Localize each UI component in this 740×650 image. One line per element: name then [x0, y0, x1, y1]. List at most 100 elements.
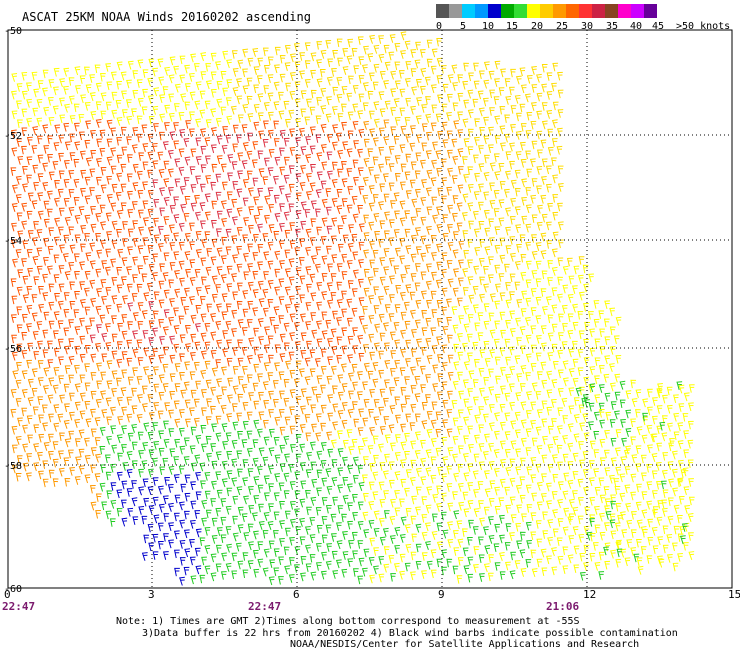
wind-barb	[310, 292, 317, 302]
wind-barb	[531, 140, 538, 150]
wind-barb	[289, 425, 296, 435]
wind-barb	[273, 548, 280, 557]
wind-barb	[484, 433, 490, 443]
wind-barb	[368, 295, 374, 304]
wind-barb	[162, 495, 169, 505]
wind-barb	[388, 145, 395, 155]
wind-barb	[452, 417, 459, 427]
wind-barb	[173, 307, 179, 317]
wind-barb	[241, 513, 248, 522]
wind-barb	[557, 165, 564, 175]
wind-barb	[467, 573, 474, 583]
wind-barb	[547, 202, 553, 212]
wind-barb	[122, 238, 128, 247]
wind-barb	[361, 474, 368, 483]
wind-barb	[283, 546, 290, 556]
wind-barb	[390, 350, 397, 359]
wind-barb	[126, 339, 133, 349]
wind-barb	[80, 224, 86, 234]
wind-barb	[210, 108, 216, 118]
wind-barb	[378, 201, 384, 211]
wind-barb	[463, 435, 469, 444]
wind-barb	[299, 423, 306, 433]
wind-barb	[159, 335, 165, 345]
wind-barb	[358, 297, 365, 306]
wind-barb	[352, 213, 359, 223]
wind-barb	[415, 523, 422, 533]
wind-barb	[483, 303, 490, 312]
wind-barb	[53, 197, 60, 207]
wind-barb	[382, 322, 389, 332]
wind-barb	[362, 102, 369, 111]
wind-barb	[220, 70, 227, 80]
wind-barb	[141, 515, 148, 525]
wind-barb	[25, 472, 32, 482]
wind-barb	[215, 173, 222, 183]
wind-barb	[68, 261, 75, 271]
wind-barb	[505, 299, 512, 309]
wind-barb	[257, 93, 264, 103]
wind-barb	[267, 279, 274, 289]
wind-barb	[21, 314, 28, 323]
wind-barb	[640, 454, 647, 464]
wind-barb	[121, 406, 127, 416]
wind-barb	[441, 195, 447, 205]
wind-barb	[430, 65, 437, 75]
wind-barb	[127, 60, 134, 70]
wind-barb	[341, 568, 348, 578]
wind-barb	[388, 163, 395, 172]
wind-barb	[164, 66, 170, 76]
wind-barb	[141, 124, 148, 134]
wind-barb	[467, 536, 473, 546]
wind-barb	[347, 354, 353, 364]
wind-barb	[110, 202, 117, 212]
wind-barb	[215, 320, 222, 330]
wind-barb	[348, 224, 354, 233]
wind-barb	[509, 477, 516, 487]
wind-barb	[295, 192, 302, 202]
wind-barb	[74, 214, 81, 224]
wind-barb	[142, 255, 149, 265]
wind-barb	[241, 383, 248, 393]
wind-barb	[526, 111, 533, 121]
wind-barb	[326, 485, 333, 495]
wind-barb	[677, 459, 684, 469]
wind-barb	[267, 187, 274, 196]
wind-barb	[421, 496, 428, 505]
wind-barb	[452, 436, 459, 445]
wind-barb	[509, 291, 515, 300]
wind-barb	[525, 334, 532, 344]
wind-barb	[341, 419, 348, 429]
wind-barb	[225, 228, 232, 238]
wind-barb	[399, 200, 406, 210]
wind-barb	[589, 440, 596, 450]
wind-barb	[22, 443, 28, 453]
wind-barb	[222, 348, 228, 358]
wind-barb	[183, 137, 190, 147]
wind-barb	[594, 524, 601, 534]
wind-barb	[400, 441, 407, 451]
wind-barb	[435, 447, 442, 457]
wind-barb	[421, 401, 428, 411]
wind-barb	[584, 321, 590, 331]
wind-barb	[116, 489, 123, 499]
wind-barb	[105, 397, 112, 407]
wind-barb	[64, 141, 71, 151]
wind-barb	[341, 253, 348, 263]
wind-barb	[368, 314, 375, 324]
wind-barb	[357, 278, 364, 288]
wind-barb	[285, 360, 291, 370]
wind-barb	[379, 257, 386, 266]
wind-barb	[509, 142, 515, 152]
wind-barb	[316, 226, 322, 236]
wind-barb	[457, 277, 464, 287]
wind-barb	[321, 217, 328, 227]
wind-barb	[58, 265, 65, 274]
wind-barb	[468, 220, 474, 230]
wind-barb	[321, 291, 327, 301]
wind-barb	[117, 322, 123, 332]
wind-barb	[337, 113, 344, 122]
wind-barb	[419, 49, 426, 58]
wind-barb	[79, 392, 86, 402]
wind-barb	[337, 467, 344, 477]
